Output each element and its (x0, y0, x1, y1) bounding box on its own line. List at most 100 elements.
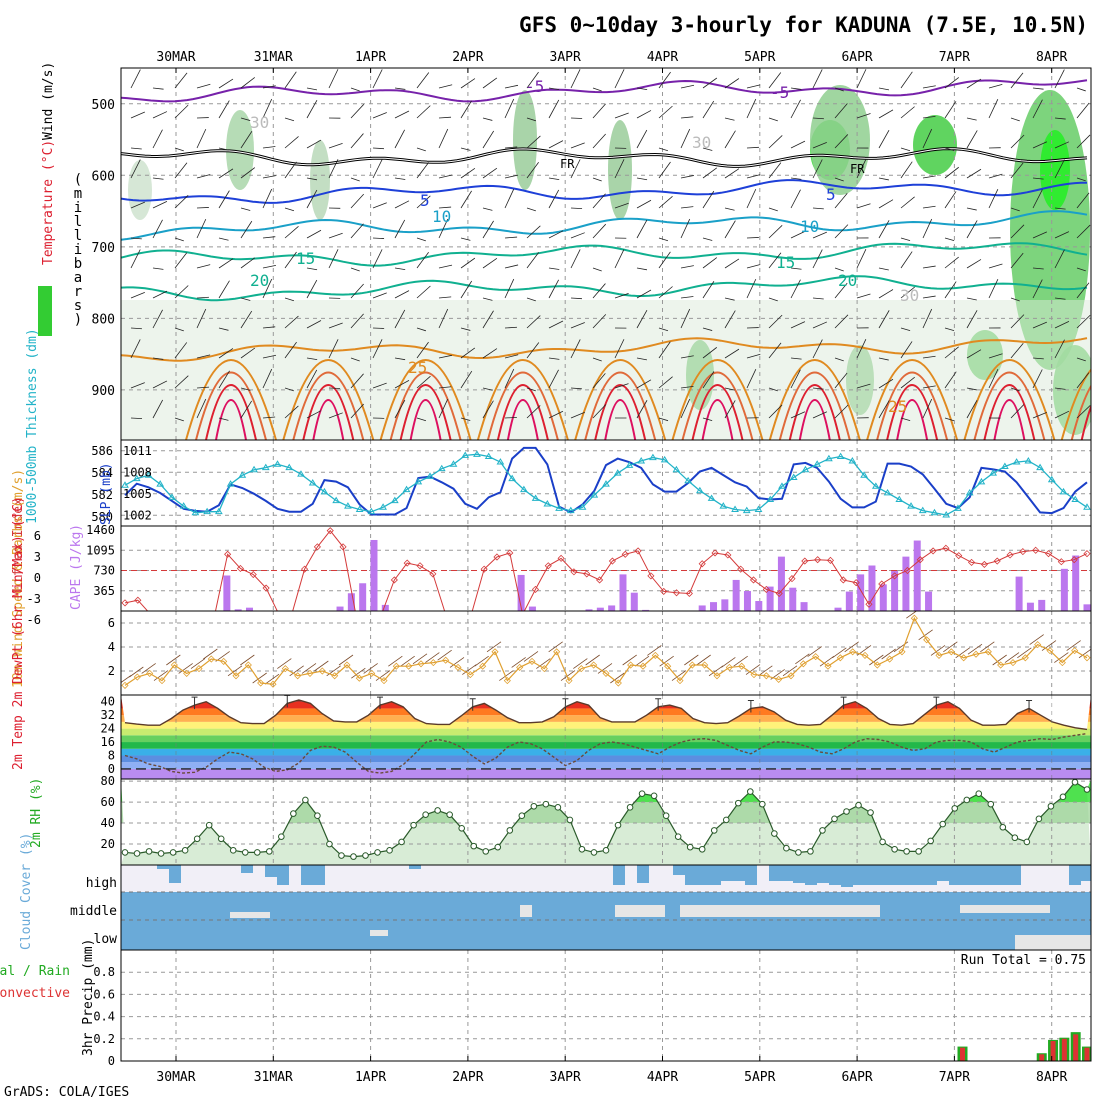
wind-barb (988, 369, 999, 389)
wind-barb (218, 100, 230, 119)
wind-barb (856, 249, 867, 269)
wind-barb (790, 321, 806, 329)
wind-marker (207, 655, 215, 663)
wind-barb (262, 236, 276, 239)
wind-marker (935, 651, 943, 659)
thickness-marker (754, 505, 763, 512)
li-marker (647, 572, 655, 580)
wind-marker (553, 648, 561, 656)
wind-barb (1032, 177, 1044, 180)
wind-barb (460, 327, 471, 331)
wind-barb-32 (511, 657, 526, 668)
cloud-level-low: low (94, 932, 118, 947)
cloud-level-high: high (86, 876, 117, 891)
thickness-marker (731, 505, 739, 512)
wind-barb (966, 168, 982, 179)
wind-barb-19 (351, 667, 366, 679)
chart-title: GFS 0~10day 3-hourly for KADUNA (7.5E, 1… (519, 13, 1088, 37)
wind-barb (262, 98, 273, 119)
cape-bar-56 (755, 601, 763, 611)
cape-plot-area (121, 526, 1091, 611)
wind-barb-34 (536, 658, 551, 669)
wind-barb (504, 264, 519, 269)
wind-barb (328, 322, 343, 329)
wind-barb (416, 237, 426, 242)
cape-bar-46 (642, 609, 650, 611)
rh-marker-13 (278, 833, 285, 840)
wind-barb-42 (634, 655, 650, 667)
wind-barb (570, 322, 585, 329)
thickness-marker (250, 465, 258, 473)
wind-barb (592, 404, 607, 419)
wind-barb (526, 315, 541, 329)
wind-barb (328, 249, 339, 269)
wind-barb (416, 327, 427, 332)
wind-marker (355, 674, 363, 682)
wind-barb (768, 342, 782, 359)
temp-minmax-62 (840, 696, 847, 710)
thickness-marker (238, 471, 247, 478)
wind-barb (350, 87, 360, 92)
li-marker (621, 550, 629, 558)
wind-barb (152, 267, 164, 270)
thickness-tick-586: 586 (91, 444, 113, 458)
hot-dome-4-3 (604, 399, 637, 440)
wind-barb (152, 200, 168, 209)
isotherm-label-11: 20 (838, 271, 857, 290)
wind-barb-0 (121, 675, 132, 684)
wind-barb (130, 69, 141, 89)
cloud-high-59 (829, 865, 841, 885)
rh-marker-7 (205, 821, 213, 829)
wind-barb (482, 117, 493, 121)
wind-barb (636, 219, 648, 239)
wind-barb (570, 387, 582, 390)
wind-marker (676, 677, 684, 685)
wind-barb (1032, 369, 1043, 389)
wind-barb (680, 385, 694, 389)
wind-barb (724, 207, 735, 211)
wind-barb (196, 128, 207, 149)
wind-marker (343, 661, 351, 669)
wind-barb-40 (610, 672, 625, 684)
temp-minmax-70 (933, 696, 940, 710)
wind-barb (636, 379, 652, 389)
wind-barb-21 (375, 670, 391, 681)
wind-barb (592, 177, 602, 182)
wind-barb (680, 84, 695, 89)
rh-marker-5 (181, 847, 189, 854)
wind-barb (152, 111, 168, 119)
wind-barb (218, 190, 230, 209)
wind-barb (526, 387, 536, 392)
wind-barb (768, 135, 783, 149)
wind-barb-72 (1004, 652, 1020, 663)
wind-barb (306, 139, 322, 149)
rh-marker-16 (314, 812, 321, 820)
wind-barb-14 (289, 665, 304, 677)
rh-marker-57 (807, 848, 814, 855)
li-marker (724, 551, 732, 559)
thickness-marker (402, 485, 411, 493)
rh-shade-7 (810, 85, 870, 195)
wind-barb (152, 290, 168, 299)
wind-barb (702, 257, 718, 269)
wind-barb (174, 342, 188, 359)
wind-barb (966, 349, 982, 359)
rh-marker-65 (903, 848, 910, 855)
wind-barb (504, 146, 518, 149)
cape-bar-52 (710, 602, 718, 611)
wind-barb (680, 355, 694, 359)
wind-barb-5 (178, 663, 193, 674)
wind-barb (350, 403, 364, 419)
hot-dome-9-1 (1070, 384, 1091, 440)
wind-barb (856, 113, 871, 119)
wind-barb (944, 191, 957, 209)
wind-barb (790, 279, 801, 299)
wind-barb (680, 218, 691, 239)
precip-conv-bar-85 (1084, 1047, 1090, 1061)
li-marker (916, 556, 924, 564)
wind-barb (922, 205, 936, 209)
li-marker (865, 600, 873, 608)
li-marker (522, 610, 523, 611)
cloud-high-13 (277, 865, 289, 885)
wind-barb (218, 327, 229, 331)
